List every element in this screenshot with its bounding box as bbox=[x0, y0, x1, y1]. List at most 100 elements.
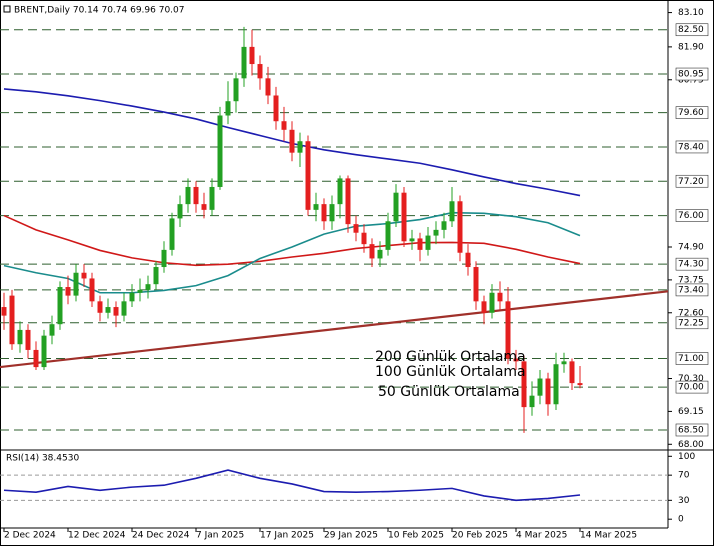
candle-body bbox=[289, 129, 295, 153]
candle-body bbox=[193, 186, 199, 205]
candle-body bbox=[537, 378, 543, 396]
candle-body bbox=[345, 178, 351, 225]
candle-body bbox=[385, 221, 391, 250]
candle-body bbox=[217, 115, 223, 187]
level-label: 79.60 bbox=[678, 108, 704, 118]
y-tick-label: 83.10 bbox=[678, 8, 704, 18]
candle-body bbox=[33, 349, 39, 368]
candle-body bbox=[425, 235, 431, 250]
candle-body bbox=[121, 301, 127, 316]
candle-body bbox=[273, 95, 279, 122]
candle-body bbox=[249, 46, 255, 65]
legend-label: 50 Günlük Ortalama bbox=[378, 384, 520, 400]
level-label-box bbox=[675, 174, 709, 188]
x-tick-label: 14 Mar 2025 bbox=[580, 531, 637, 541]
x-tick-label: 4 Mar 2025 bbox=[516, 531, 567, 541]
level-label: 76.00 bbox=[678, 211, 704, 221]
level-label: 68.50 bbox=[678, 425, 704, 435]
level-label: 71.00 bbox=[678, 354, 704, 364]
line-series bbox=[3, 211, 581, 294]
candle-body bbox=[81, 272, 87, 279]
level-label: 82.50 bbox=[678, 25, 704, 35]
candle-body bbox=[201, 204, 207, 210]
candle-body bbox=[257, 64, 263, 79]
candle-body bbox=[41, 335, 47, 368]
level-label: 73.40 bbox=[678, 285, 704, 295]
candle-body bbox=[441, 221, 447, 230]
candle-body bbox=[313, 204, 319, 210]
candle-body bbox=[569, 361, 575, 384]
level-label: 70.00 bbox=[678, 383, 704, 393]
candle-body bbox=[497, 292, 503, 302]
candle-body bbox=[401, 192, 407, 242]
x-tick-label: 29 Jan 2025 bbox=[324, 531, 378, 541]
chart-title: BRENT,Daily 70.14 70.74 69.96 70.07 bbox=[14, 6, 184, 16]
candle-body bbox=[321, 204, 327, 222]
candle-body bbox=[25, 329, 31, 350]
candle-body bbox=[553, 364, 559, 405]
candle-body bbox=[49, 324, 55, 336]
level-label-box bbox=[675, 352, 709, 365]
rsi-title: RSI(14) 38.4530 bbox=[6, 454, 79, 464]
y-tick-label: 100 bbox=[678, 452, 695, 462]
level-label-box bbox=[675, 23, 709, 37]
candle-body bbox=[489, 292, 495, 313]
candle-body bbox=[305, 141, 311, 210]
candle-body bbox=[233, 78, 239, 102]
line-series bbox=[3, 469, 581, 502]
candle-body bbox=[97, 301, 103, 313]
level-label-box bbox=[675, 283, 709, 297]
candle-body bbox=[185, 186, 191, 205]
candle-body bbox=[89, 278, 95, 302]
level-label-box bbox=[675, 140, 709, 154]
candle-body bbox=[137, 289, 143, 293]
candle-body bbox=[529, 395, 535, 408]
trendline bbox=[0, 290, 669, 369]
candle-body bbox=[105, 307, 111, 313]
candle-body bbox=[209, 186, 215, 210]
y-tick-label: 73.75 bbox=[678, 275, 704, 285]
candle-body bbox=[377, 249, 383, 259]
candle-body bbox=[297, 141, 303, 153]
candle-body bbox=[57, 287, 63, 325]
level-label-box bbox=[675, 423, 709, 437]
y-tick-label: 81.90 bbox=[678, 42, 704, 52]
candle-body bbox=[17, 329, 23, 345]
candle-body bbox=[417, 238, 423, 250]
level-label-box bbox=[675, 316, 709, 330]
candle-body bbox=[361, 232, 367, 245]
candle-body bbox=[329, 204, 335, 222]
legend-label: 100 Günlük Ortalama bbox=[375, 364, 526, 380]
y-tick-label: 74.90 bbox=[678, 243, 704, 253]
candle-body bbox=[353, 224, 359, 233]
y-tick-label: 0 bbox=[678, 515, 684, 525]
level-label-box bbox=[675, 106, 709, 119]
level-label-box bbox=[675, 257, 709, 271]
y-tick-label: 68.00 bbox=[678, 440, 704, 450]
candle-body bbox=[145, 284, 151, 290]
candle-body bbox=[369, 244, 375, 259]
candle-body bbox=[113, 307, 119, 316]
level-label-box bbox=[675, 67, 709, 81]
x-tick-label: 24 Dec 2024 bbox=[132, 531, 190, 541]
level-label: 72.25 bbox=[678, 318, 704, 328]
candle-body bbox=[577, 383, 583, 386]
candle-body bbox=[561, 361, 567, 365]
candle-body bbox=[409, 238, 415, 242]
y-tick-label: 72.60 bbox=[678, 308, 704, 318]
level-label: 78.40 bbox=[678, 142, 704, 152]
line-series bbox=[3, 214, 581, 267]
candle-body bbox=[153, 267, 159, 285]
candle-body bbox=[281, 121, 287, 130]
y-tick-label: 70 bbox=[678, 471, 690, 481]
x-tick-label: 10 Feb 2025 bbox=[388, 531, 444, 541]
x-tick-label: 7 Jan 2025 bbox=[196, 531, 244, 541]
candle-body bbox=[1, 307, 7, 316]
candle-body bbox=[177, 204, 183, 219]
candle-body bbox=[129, 292, 135, 302]
legend-label: 200 Günlük Ortalama bbox=[375, 349, 526, 365]
level-label: 77.20 bbox=[678, 177, 704, 187]
